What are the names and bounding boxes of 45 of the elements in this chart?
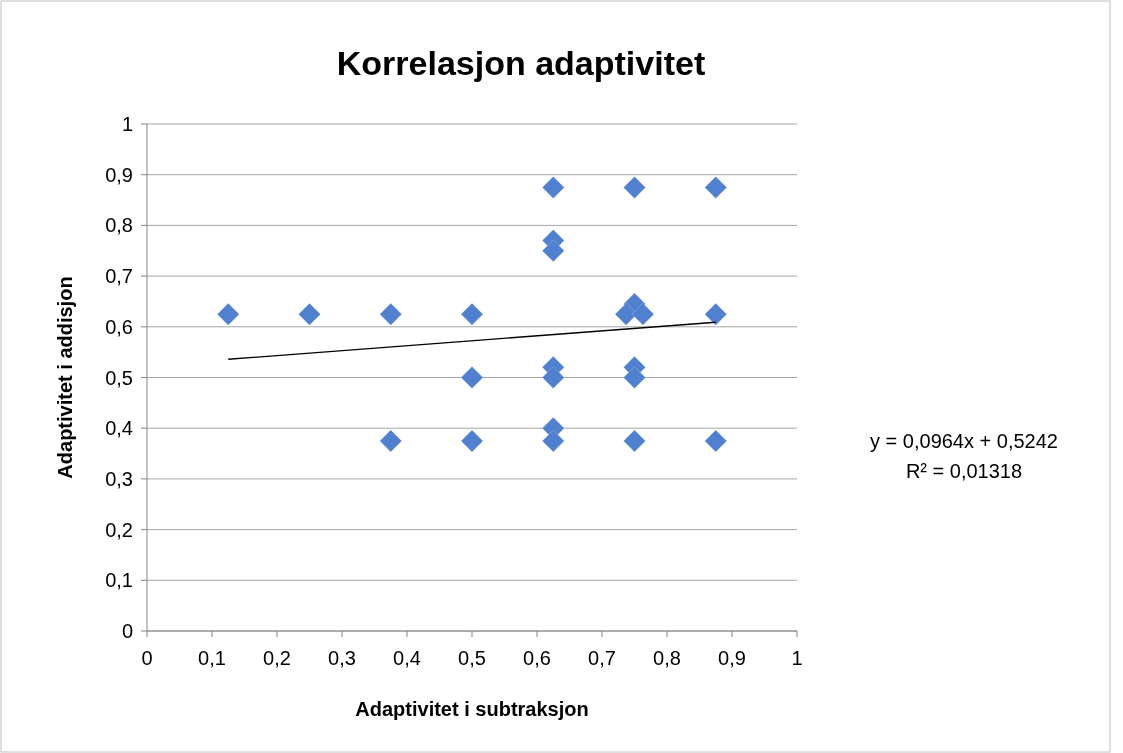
y-tick-label: 0,1 (105, 569, 133, 592)
x-tick-label: 0,8 (653, 647, 681, 669)
y-tick-label: 1 (121, 113, 133, 135)
chart-title: Korrelasjon adaptivitet (336, 44, 706, 82)
y-tick-label: 0,6 (105, 315, 133, 338)
point (631, 302, 655, 326)
point (460, 366, 484, 389)
x-tick-label: 0,1 (198, 647, 226, 669)
point (460, 429, 484, 453)
point (379, 429, 402, 453)
x-tick-label: 0,3 (328, 647, 356, 669)
point (623, 366, 646, 389)
x-tick-label: 0,6 (523, 647, 551, 669)
y-tick-label: 0,8 (105, 214, 133, 237)
point (704, 429, 727, 453)
point (623, 176, 646, 199)
x-tick-label: 0,5 (458, 647, 486, 669)
y-tick-label: 0,3 (105, 467, 133, 490)
x-axis-title: Adaptivitet i subtraksjon (355, 698, 589, 720)
x-tick-label: 0,9 (718, 647, 746, 669)
point (704, 176, 727, 199)
x-tick-label: 0,2 (263, 647, 291, 669)
y-axis-title: Adaptivitet i addisjon (54, 276, 76, 479)
point (704, 302, 727, 326)
point (379, 302, 402, 326)
y-tick-label: 0 (121, 620, 133, 642)
point (217, 302, 240, 326)
point (542, 366, 565, 389)
point (542, 176, 565, 199)
point (542, 429, 565, 453)
point (298, 302, 321, 326)
y-tick-label: 0,2 (105, 518, 133, 541)
x-tick-label: 0 (141, 647, 153, 669)
x-tick-label: 0,7 (588, 647, 616, 669)
x-tick-label: 0,4 (393, 647, 421, 669)
text: y = 0,0964x + 0,5242 (870, 430, 1058, 452)
y-tick-label: 0,7 (105, 265, 133, 288)
y-tick-label: 0,4 (105, 417, 133, 440)
y-tick-label: 0,5 (105, 366, 133, 389)
point (460, 302, 484, 326)
x-tick-label: 1 (791, 647, 803, 669)
point (542, 239, 565, 262)
point (623, 429, 646, 453)
y-tick-label: 0,9 (105, 163, 133, 186)
text: R² = 0,01318 (905, 460, 1023, 482)
